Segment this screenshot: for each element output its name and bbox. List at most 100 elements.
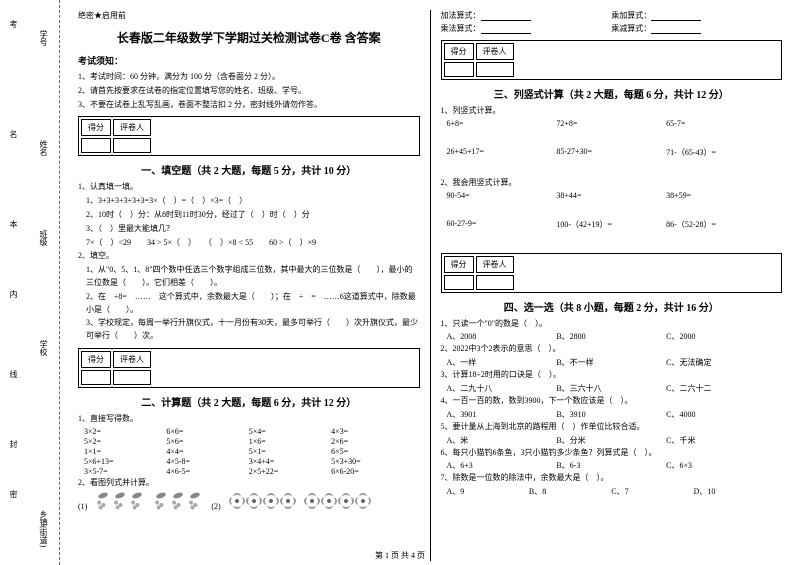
- eq: 85-27+30=: [556, 147, 666, 158]
- s1-q1-head: 1、认真填一填。: [78, 181, 420, 194]
- s4-o2: A、一样B、不一样C、无法确定: [441, 357, 783, 369]
- section4-title: 四、选一选（共 8 小题，每题 2 分，共计 16 分）: [441, 299, 783, 314]
- s1-q1-2: 2、10时（ ）分：从8时到11时30分，经过了（ ）时（ ）分: [78, 209, 420, 222]
- opt: C、6×3: [666, 460, 776, 471]
- s1-q2-2: 2、在 ÷8= …… 这个算式中，余数最大是（ ）；在 ÷ = ……6这道算式中…: [78, 291, 420, 317]
- margin-label-4: 内: [8, 290, 19, 298]
- muladd-label: 乘加算式：: [611, 11, 651, 20]
- notice-2: 2、请首先按要求在试卷的指定位置填写您的姓名、班级、学号。: [78, 85, 420, 98]
- margin-label-6: 封: [8, 440, 19, 448]
- field-town: 乡镇(街道): [38, 510, 49, 547]
- opt: B、6-3: [556, 460, 666, 471]
- score-cell-3: 得分: [444, 43, 474, 60]
- eq: 38+59=: [666, 191, 776, 200]
- eq: 65-7=: [666, 119, 776, 128]
- eq: 4×3=: [331, 427, 413, 436]
- margin-label-2: 名: [8, 130, 19, 138]
- s2-q2-head: 2、看图列式并计算。: [78, 477, 420, 490]
- add-label: 加法算式：: [441, 11, 481, 20]
- s4-q3: 3、计算18÷2时用的口诀是（ ）。: [441, 369, 783, 382]
- label-2: (2): [211, 502, 220, 511]
- s2-q1-head: 1、直接写得数。: [78, 413, 420, 426]
- berry-group-2: [153, 493, 203, 511]
- opt: A、6+3: [447, 460, 557, 471]
- eq: 2×6=: [331, 437, 413, 446]
- notice-1: 1、考试时间：60 分钟，满分为 100 分（含卷面分 2 分）。: [78, 71, 420, 84]
- flower-group-2: [304, 493, 371, 511]
- top-row-2: 乘法算式： 乘减算式：: [441, 23, 783, 34]
- s1-q1-1: 1、3+3+3+3+3+3=3×（ ）=（ ）×3=（ ）: [78, 195, 420, 208]
- s3-r4: 60-27-9=100-（42+19）=86-（52-28）=: [441, 219, 783, 231]
- mul-label: 乘法算式：: [441, 24, 481, 33]
- exam-title: 长春版二年级数学下学期过关检测试卷C卷 含答案: [78, 29, 420, 46]
- section3-title: 三、列竖式计算（共 2 大题，每题 6 分，共计 12 分）: [441, 86, 783, 101]
- opt: B、不一样: [556, 357, 666, 368]
- s2-row-3: 1×1=4×4=5×1=6×5=: [78, 447, 420, 457]
- eq: 1×6=: [249, 437, 331, 446]
- score-box-1: 得分评卷人: [78, 116, 420, 156]
- eq: 2×5+22=: [249, 467, 331, 476]
- eq: 90-54=: [447, 191, 557, 200]
- opt: B、8: [529, 486, 611, 497]
- s4-q4: 4、一百一百的数，数到3900，下一个数应该是（ ）。: [441, 395, 783, 408]
- opt: B、3910: [556, 409, 666, 420]
- s4-q2: 2、2022中3个2表示的意思（ ）。: [441, 343, 783, 356]
- s4-q6: 6、每只小猫钓6条鱼，3只小猫钓多少条鱼？列算式是（ ）。: [441, 447, 783, 460]
- eq: 5×3+30=: [331, 457, 413, 466]
- s4-o1: A、2008B、2800C、2000: [441, 331, 783, 343]
- right-column: 加法算式： 乘加算式： 乘法算式： 乘减算式： 得分评卷人 三、列竖式计算（共 …: [431, 10, 793, 561]
- eq: 3×5-7=: [84, 467, 166, 476]
- eq: 6×5=: [331, 447, 413, 456]
- s3-q1-head: 1、列竖式计算。: [441, 105, 783, 118]
- field-class: 班级: [38, 230, 49, 246]
- s1-q2-1: 1、从"0、5、1、8"四个数中任选三个数字组成三位数，其中最大的三位数是（ ）…: [78, 264, 420, 290]
- margin-label-1: 考: [8, 20, 19, 28]
- s4-o6: A、6+3B、6-3C、6×3: [441, 460, 783, 472]
- image-row: (1) (2): [78, 493, 420, 511]
- berry-group-1: [95, 493, 145, 511]
- field-name: 姓名: [38, 140, 49, 156]
- field-school: 学校: [38, 340, 49, 356]
- s4-o5: A、米B、分米C、千米: [441, 435, 783, 447]
- score-box-3: 得分评卷人: [441, 40, 783, 80]
- margin-label-5: 线: [8, 370, 19, 378]
- eq: 5×6=: [166, 437, 248, 446]
- reviewer-cell-3: 评卷人: [476, 43, 514, 60]
- opt: C、2000: [666, 331, 776, 342]
- eq: 6×6-20=: [331, 467, 413, 476]
- flower-group-1: [229, 493, 296, 511]
- opt: C、千米: [666, 435, 776, 446]
- eq: 71-（65-43）=: [666, 147, 776, 158]
- section2-title: 二、计算题（共 2 大题，每题 6 分，共计 12 分）: [78, 394, 420, 409]
- s2-row-2: 5×2=5×6=1×6=2×6=: [78, 437, 420, 447]
- s3-r3: 90-54=38+44=38+59=: [441, 191, 783, 201]
- binding-margin: 学号 考 姓名 名 班级 本 内 学校 线 封 乡镇(街道) 密: [0, 0, 60, 565]
- opt: C、4000: [666, 409, 776, 420]
- s4-o7: A、9B、8C、7D、10: [441, 486, 783, 498]
- s4-o3: A、二九十八B、三六十八C、二六十二: [441, 383, 783, 395]
- label-1: (1): [78, 502, 87, 511]
- s1-q1-4: 7×（ ）<29 34 > 5×（ ） （ ）×8 < 55 60 >（ ）×9: [78, 237, 420, 250]
- opt: A、米: [447, 435, 557, 446]
- opt: B、三六十八: [556, 383, 666, 394]
- mulsub-label: 乘减算式：: [611, 24, 651, 33]
- s4-q7: 7、除数是一位数的除法中，余数最大是（ ）。: [441, 472, 783, 485]
- notice-head: 考试须知：: [78, 54, 420, 67]
- left-column: 绝密★启用前 长春版二年级数学下学期过关检测试卷C卷 含答案 考试须知： 1、考…: [68, 10, 431, 561]
- s1-q2-head: 2、填空。: [78, 250, 420, 263]
- eq: 4×6-5=: [166, 467, 248, 476]
- eq: 5×2=: [84, 437, 166, 446]
- opt: C、7: [611, 486, 693, 497]
- s2-row-5: 3×5-7=4×6-5=2×5+22=6×6-20=: [78, 467, 420, 477]
- s3-q2-head: 2、我会用竖式计算。: [441, 177, 783, 190]
- eq: 72+8=: [556, 119, 666, 128]
- reviewer-cell-4: 评卷人: [476, 256, 514, 273]
- opt: A、二九十八: [447, 383, 557, 394]
- eq: 3×2=: [84, 427, 166, 436]
- score-box-2: 得分评卷人: [78, 348, 420, 388]
- opt: C、无法确定: [666, 357, 776, 368]
- opt: A、3901: [447, 409, 557, 420]
- top-row-1: 加法算式： 乘加算式：: [441, 10, 783, 21]
- field-id: 学号: [38, 30, 49, 46]
- eq: 26+45+17=: [447, 147, 557, 158]
